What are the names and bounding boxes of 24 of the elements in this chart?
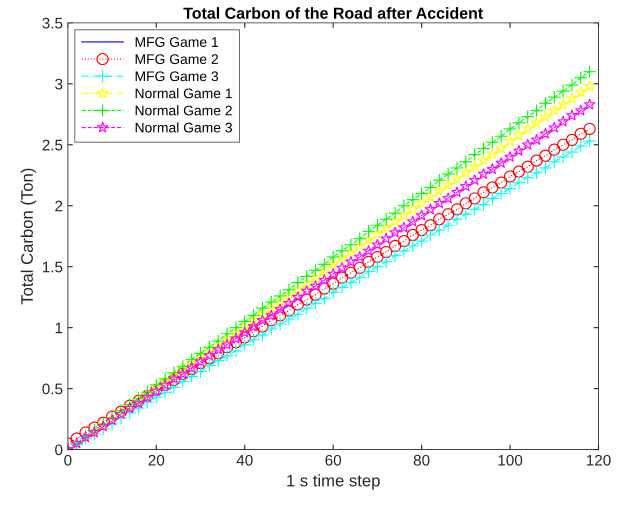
y-tick-label: 0: [55, 444, 62, 456]
legend-label: Normal Game 2: [136, 105, 232, 116]
legend-label: MFG Game 3: [136, 71, 218, 82]
y-tick-label: 0.5: [42, 383, 62, 394]
x-tick-label: 120: [586, 454, 611, 466]
y-axis-title: Total Carbon (Ton): [20, 168, 36, 304]
x-tick-label: 60: [325, 454, 342, 466]
y-tick-label: 3.5: [42, 18, 62, 29]
y-tick-label: 2: [55, 200, 62, 212]
y-tick-label: 1.5: [42, 262, 62, 272]
legend-label: MFG Game 2: [136, 54, 218, 64]
y-tick-label: 1: [56, 322, 62, 334]
legend-label: MFG Game 1: [136, 37, 218, 47]
x-axis-title: 1 s time step: [287, 474, 380, 490]
x-tick-label: 100: [498, 454, 522, 466]
y-tick-label: 2.5: [42, 140, 62, 150]
x-tick-label: 80: [414, 454, 430, 466]
y-tick-label: 3: [55, 78, 62, 90]
x-tick-label: 0: [64, 454, 72, 466]
legend-label: Normal Game 1: [136, 88, 232, 98]
x-tick-label: 40: [236, 454, 253, 466]
legend-label: Normal Game 3: [136, 122, 232, 133]
chart-title: Total Carbon of the Road after Accident: [183, 7, 483, 19]
x-tick-label: 20: [148, 454, 164, 466]
